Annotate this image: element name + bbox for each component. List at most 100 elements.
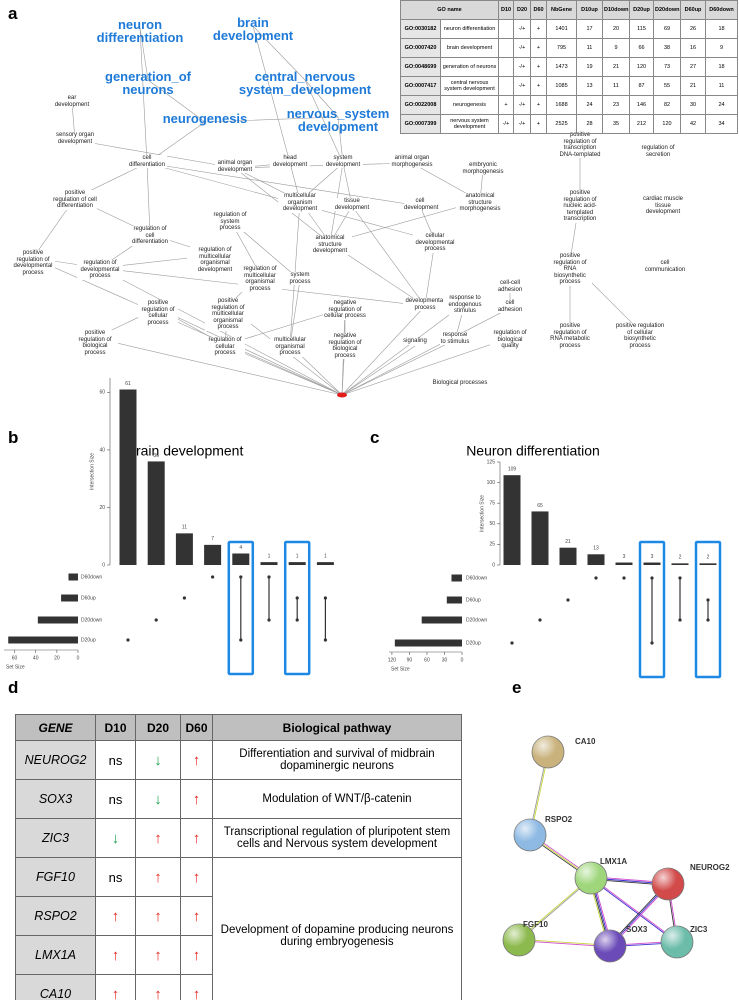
protein-label: SOX3 bbox=[626, 925, 648, 934]
table-cell: + bbox=[530, 76, 548, 96]
set-label: D20up bbox=[466, 640, 481, 646]
table-cell: neuron differentiation bbox=[439, 19, 500, 39]
table-cell: 146 bbox=[629, 95, 655, 115]
highlight-box bbox=[694, 540, 722, 679]
bar bbox=[531, 511, 549, 565]
network-edge bbox=[99, 267, 343, 396]
pathway: Modulation of WNT/β-catenin bbox=[212, 779, 462, 819]
bar bbox=[671, 563, 689, 565]
set-label: D60up bbox=[81, 595, 96, 601]
gene-name: FGF10 bbox=[15, 857, 96, 897]
go-node-label: positive regulation of RNA biosynthetic … bbox=[548, 253, 592, 286]
root-node bbox=[337, 392, 347, 398]
table-cell: 42 bbox=[680, 114, 707, 134]
network-edge bbox=[252, 25, 291, 164]
go-node-label: tissue development bbox=[334, 198, 370, 211]
node-shine bbox=[652, 868, 684, 900]
header-cell: D10down bbox=[602, 0, 631, 20]
header-cell: GO name bbox=[399, 0, 500, 20]
table-cell bbox=[498, 19, 515, 39]
table-cell: 34 bbox=[705, 114, 739, 134]
header-cell: D60up bbox=[680, 0, 707, 20]
go-node-label: multicellular organismal process bbox=[270, 337, 310, 357]
matrix-dot bbox=[239, 638, 243, 642]
header-cell: D20up bbox=[629, 0, 655, 20]
expression-change: ns bbox=[95, 857, 136, 897]
go-node-label: positive regulation of nucleic acid-temp… bbox=[556, 190, 604, 223]
go-node-label: cell differentiation bbox=[127, 155, 167, 168]
expression-change: ↑ bbox=[180, 740, 213, 780]
protein-label: FGF10 bbox=[523, 920, 548, 929]
table-cell bbox=[498, 76, 515, 96]
go-node-label: animal organ morphogenesis bbox=[390, 155, 434, 168]
value-label: 1 bbox=[296, 553, 299, 559]
table-cell: 1401 bbox=[546, 19, 578, 39]
table-row: GO:0048699 generation of neurons -/+ +1473 1… bbox=[400, 57, 739, 77]
go-node-label: cell-cell adhesion bbox=[492, 280, 528, 293]
table-cell: 115 bbox=[629, 19, 655, 39]
network-edge bbox=[147, 79, 206, 123]
go-node-label: regulation of developmental process bbox=[77, 260, 123, 280]
table-cell: + bbox=[530, 95, 548, 115]
network-edge bbox=[304, 79, 344, 164]
network-edge bbox=[289, 279, 301, 346]
network-edge bbox=[341, 302, 466, 396]
table-cell: 17 bbox=[576, 19, 604, 39]
table-row: NEUROG2 ns ↓ ↑ Differentiation and survival … bbox=[15, 740, 462, 780]
expression-change: ↑ bbox=[135, 818, 181, 858]
set-size-bar bbox=[451, 574, 462, 582]
network-edge bbox=[157, 307, 343, 396]
value-label: 7 bbox=[211, 536, 214, 542]
set-size-bar bbox=[61, 594, 78, 602]
go-node-label: positive regulation of RNA metabolic pro… bbox=[548, 323, 592, 349]
go-node-label: anatomical structure morphogenesis bbox=[456, 193, 504, 213]
go-node-label: cell development bbox=[404, 198, 439, 211]
table-cell: + bbox=[530, 38, 548, 58]
expression-change: ↑ bbox=[95, 935, 136, 975]
go-node-label: ear development bbox=[52, 95, 92, 108]
table-cell: GO:0030182 bbox=[400, 19, 441, 39]
node-shine bbox=[503, 924, 535, 956]
table-cell: GO:0007417 bbox=[400, 76, 441, 96]
matrix-dot bbox=[706, 618, 710, 622]
table-cell: 1473 bbox=[546, 57, 578, 77]
network-edge bbox=[146, 162, 151, 235]
set-size-bar bbox=[446, 596, 462, 604]
x-tick-label: 20 bbox=[54, 655, 60, 661]
table-cell: 11 bbox=[602, 76, 631, 96]
go-node-label: regulation of system process bbox=[210, 212, 250, 232]
matrix-dot bbox=[267, 575, 271, 579]
matrix-dot bbox=[678, 576, 682, 580]
expression-change: ↑ bbox=[180, 896, 213, 936]
value-label: 13 bbox=[593, 546, 599, 552]
network-edge bbox=[204, 116, 339, 123]
y-tick-label: 40 bbox=[99, 447, 105, 453]
matrix-dot bbox=[538, 618, 542, 622]
y-tick-label: 25 bbox=[489, 542, 495, 548]
matrix-dot bbox=[594, 576, 598, 580]
expression-change: ↑ bbox=[180, 974, 213, 1000]
go-node-label: positive regulation of biological proces… bbox=[72, 330, 118, 356]
table-cell bbox=[498, 38, 515, 58]
protein-label: CA10 bbox=[575, 737, 596, 746]
value-label: 11 bbox=[182, 525, 187, 531]
bar bbox=[175, 533, 193, 565]
y-axis-label: Intersection Size bbox=[479, 495, 485, 532]
table-cell: 35 bbox=[602, 114, 631, 134]
y-tick-label: 0 bbox=[492, 562, 495, 568]
matrix-dot bbox=[211, 575, 215, 579]
expression-change: ↑ bbox=[135, 974, 181, 1000]
set-label: D60up bbox=[466, 597, 481, 603]
highlight-box bbox=[283, 540, 311, 676]
matrix-dot bbox=[622, 576, 626, 580]
matrix-dot bbox=[566, 598, 570, 602]
table-cell: 795 bbox=[546, 38, 578, 58]
network-edge bbox=[341, 337, 511, 396]
go-node-label: central_nervous system_development bbox=[238, 69, 372, 97]
bar bbox=[260, 562, 278, 565]
table-row: FGF10 ns ↑ ↑ Development of dopamine produci… bbox=[15, 857, 462, 1000]
bar bbox=[615, 562, 633, 565]
table-cell: 20 bbox=[602, 19, 631, 39]
go-node-label: positive regulation of transcription DNA… bbox=[556, 132, 604, 158]
value-label: 2 bbox=[707, 555, 710, 561]
